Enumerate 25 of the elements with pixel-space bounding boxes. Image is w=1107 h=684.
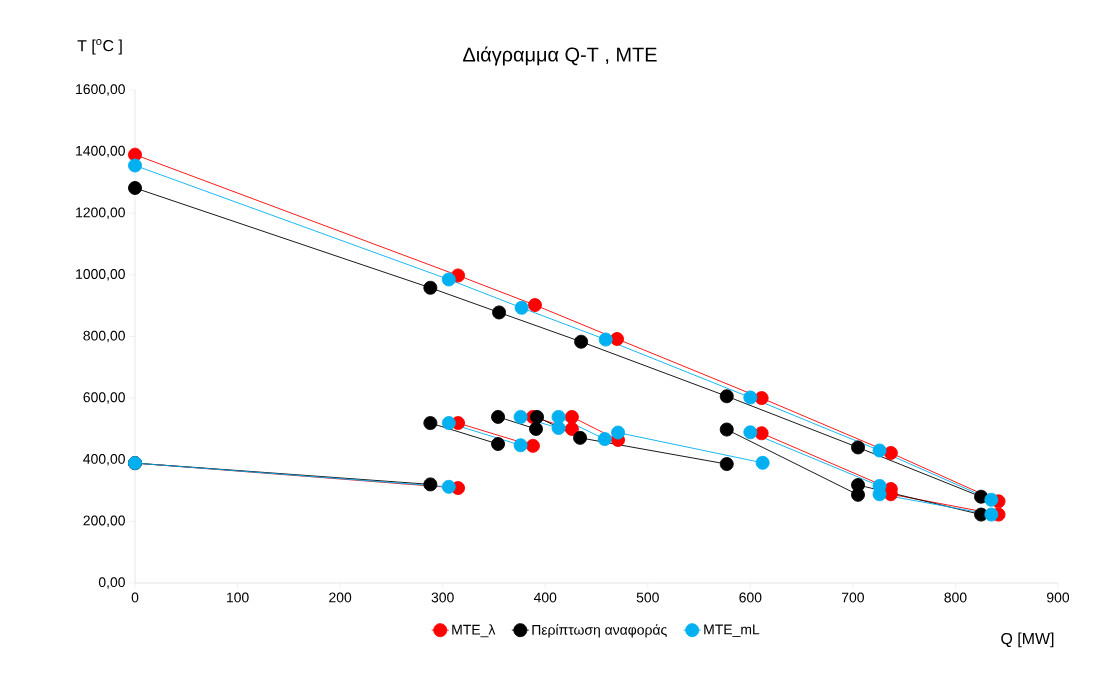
y-tick-label: 1200,00 <box>76 207 125 219</box>
y-tick-label: 1000,00 <box>76 269 125 281</box>
chart-title: Διάγραμμα Q-T , MTE <box>463 46 657 66</box>
y-axis-title: T [$^{o}$C ] <box>77 38 122 55</box>
x-tick-label: 900 <box>1047 592 1070 603</box>
y-tick-label: 1600,00 <box>76 84 125 96</box>
y-tick-label: 600,00 <box>83 392 125 404</box>
x-axis-title: Q [MW] <box>1001 632 1054 648</box>
y-tick-label: 800,00 <box>83 330 125 343</box>
x-tick-label: 500 <box>636 592 659 603</box>
x-tick-label: 400 <box>533 592 557 603</box>
x-tick-label: 100 <box>226 592 249 603</box>
y-tick-label: 200,00 <box>83 515 125 528</box>
x-tick-label: 600 <box>739 592 762 603</box>
x-tick-label: 700 <box>841 592 864 603</box>
y-tick-label: 0,00 <box>98 577 125 589</box>
legend-label: MTE_mL <box>704 624 760 637</box>
y-tick-label: 1400,00 <box>76 145 125 158</box>
x-tick-label: 0 <box>131 592 139 603</box>
x-tick-label: 300 <box>431 592 454 603</box>
y-tick-label: 400,00 <box>83 453 125 466</box>
legend-label: MTE_λ <box>452 624 496 638</box>
legend-label: Περίπτωση αναφοράς <box>532 624 667 638</box>
x-tick-label: 200 <box>329 592 352 603</box>
x-tick-label: 800 <box>944 592 967 603</box>
